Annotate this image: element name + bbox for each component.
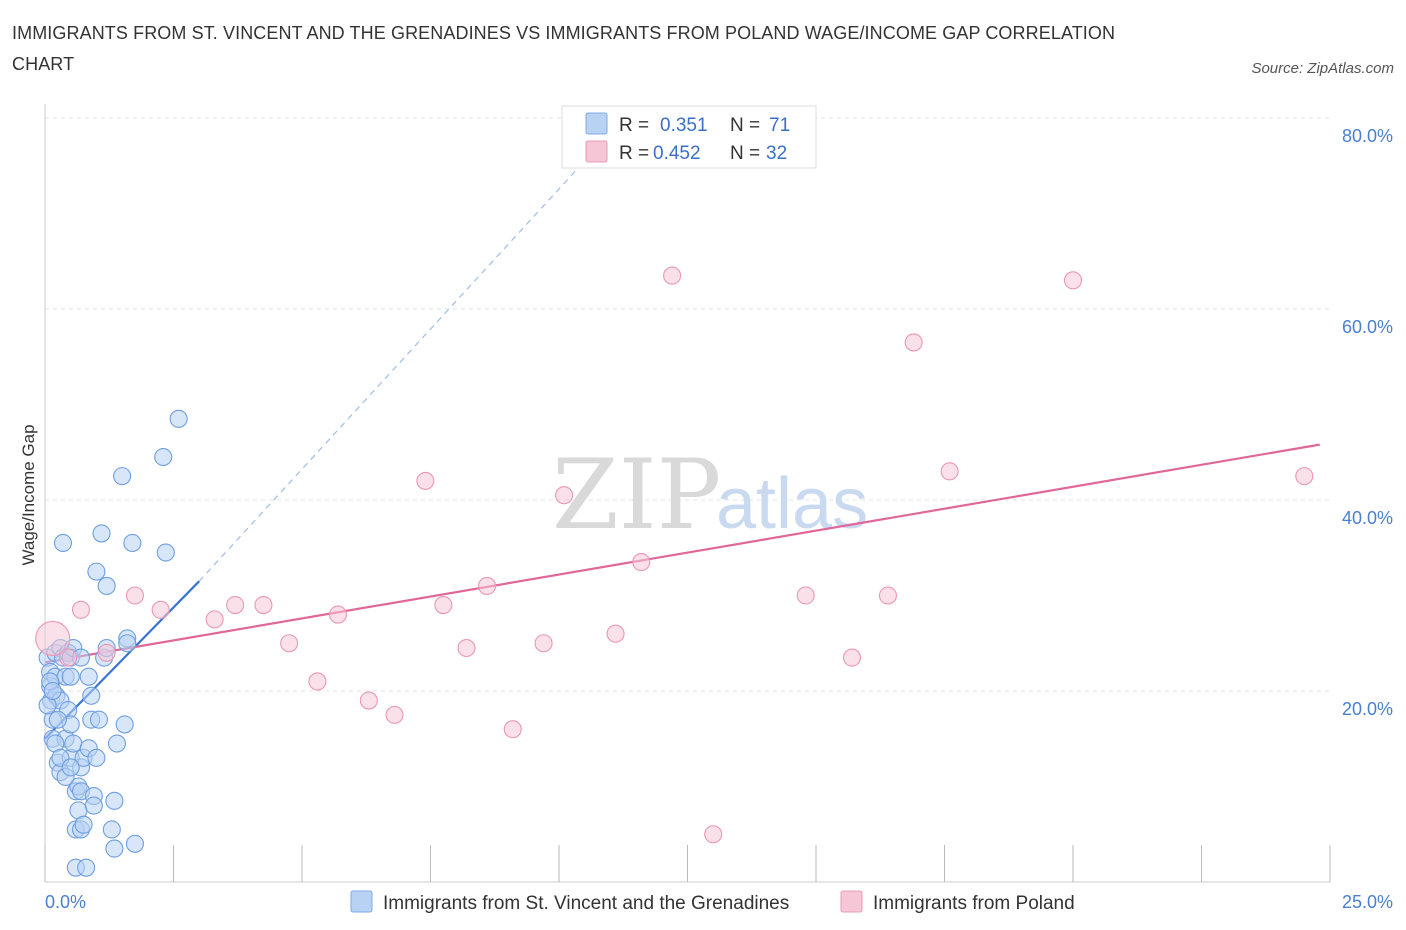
point-series-2 [796, 586, 815, 605]
point-series-1 [87, 562, 106, 581]
point-series-2 [534, 634, 553, 653]
point-series-2 [71, 600, 91, 619]
point-series-1 [77, 858, 96, 877]
point-series-2 [503, 720, 522, 739]
point-series-1 [115, 715, 134, 734]
point-series-2 [606, 624, 625, 643]
point-series-2 [97, 643, 116, 662]
point-series-2 [125, 586, 144, 605]
point-series-2 [254, 595, 273, 615]
legend-n-label-1: N = [730, 115, 760, 136]
point-series-2 [632, 553, 651, 572]
legend-n-value-2: 32 [766, 143, 787, 164]
point-series-1 [102, 820, 121, 839]
point-series-1 [74, 815, 93, 834]
point-series-2 [842, 648, 862, 667]
point-series-2 [308, 672, 327, 691]
point-series-1 [105, 839, 124, 858]
point-series-1 [123, 533, 142, 553]
point-series-1 [79, 667, 98, 686]
source-note: Source: ZipAtlas.com [1251, 60, 1394, 77]
point-series-1 [118, 634, 137, 653]
tick-labels: 20.0% 40.0% 60.0% 80.0% 0.0% 25.0% [45, 126, 1393, 912]
bottom-legend-label-pink: Immigrants from Poland [873, 893, 1075, 914]
point-series-2 [328, 605, 348, 624]
y-axis-title: Wage/Income Gap [19, 424, 38, 565]
point-series-2 [205, 610, 224, 629]
y-tick-label: 20.0% [1342, 699, 1393, 719]
point-series-2 [151, 600, 170, 619]
point-series-1 [87, 748, 106, 767]
bottom-legend-label-blue: Immigrants from St. Vincent and the Gren… [383, 893, 789, 914]
point-series-2 [477, 576, 497, 596]
y-tick-label: 40.0% [1342, 508, 1393, 528]
point-series-2 [878, 586, 898, 605]
x-tick-label-min: 0.0% [45, 892, 86, 912]
point-series-1 [84, 796, 103, 815]
legend-r-value-2: 0.452 [653, 143, 701, 164]
legend-box: R = 0.351 N = 71 R = 0.452 N = 32 [561, 105, 817, 169]
point-series-1 [113, 467, 132, 486]
point-series-2 [416, 471, 435, 490]
legend-r-label-1: R = [619, 115, 649, 136]
bottom-legend-swatch-blue [350, 890, 373, 913]
point-series-2 [704, 825, 723, 844]
point-series-1 [89, 710, 109, 729]
point-series-1 [43, 681, 62, 701]
point-series-2 [1295, 467, 1314, 486]
point-series-2 [59, 648, 78, 667]
axes [44, 104, 1331, 883]
point-series-2 [940, 462, 959, 481]
x-tick-label-max: 25.0% [1342, 892, 1393, 912]
point-series-1 [61, 758, 80, 777]
trend-line-series-2 [44, 443, 1320, 664]
point-series-1 [53, 533, 73, 553]
watermark-zip: ZIP [552, 439, 721, 551]
point-series-1 [82, 686, 101, 705]
point-series-1 [169, 409, 188, 428]
point-series-1 [48, 710, 67, 729]
point-series-2 [555, 486, 574, 505]
legend-swatch-blue [585, 112, 608, 135]
point-series-2 [1063, 271, 1083, 290]
point-series-1 [61, 667, 80, 686]
point-series-1 [92, 524, 111, 543]
data-points [35, 266, 1314, 877]
point-series-2 [359, 691, 378, 710]
point-series-2 [434, 595, 453, 615]
point-series-2 [35, 620, 71, 657]
bottom-legend-swatch-pink [840, 890, 863, 913]
trend-extension-series-1 [198, 160, 586, 582]
point-series-1 [156, 543, 175, 562]
legend-r-label-2: R = [619, 143, 649, 164]
point-series-1 [154, 447, 173, 467]
legend-swatch-pink [585, 140, 608, 163]
bottom-legend: Immigrants from St. Vincent and the Gren… [350, 890, 1075, 914]
legend-n-label-2: N = [730, 143, 760, 164]
point-series-2 [663, 266, 682, 285]
point-series-2 [280, 634, 299, 653]
y-tick-label: 60.0% [1342, 317, 1393, 337]
point-series-1 [64, 734, 83, 753]
legend-r-value-1: 0.351 [660, 115, 708, 136]
point-series-2 [904, 333, 923, 352]
y-tick-label: 80.0% [1342, 126, 1393, 146]
watermark-atlas: atlas [716, 464, 868, 544]
point-series-1 [97, 576, 116, 596]
point-series-2 [457, 638, 476, 658]
point-series-1 [107, 734, 127, 753]
legend-n-value-1: 71 [769, 115, 790, 136]
point-series-2 [226, 595, 245, 615]
point-series-1 [105, 791, 124, 810]
point-series-1 [125, 834, 144, 853]
chart-title: IMMIGRANTS FROM ST. VINCENT AND THE GREN… [12, 23, 1116, 74]
point-series-2 [385, 705, 404, 724]
